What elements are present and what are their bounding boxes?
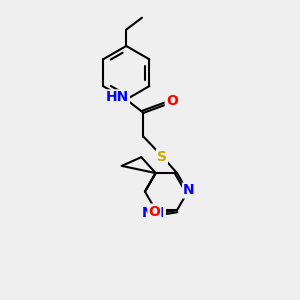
Text: N: N xyxy=(183,183,195,197)
Text: HN: HN xyxy=(106,90,129,104)
Text: O: O xyxy=(166,94,178,108)
Text: S: S xyxy=(157,150,167,164)
Text: NH: NH xyxy=(142,206,165,220)
Text: O: O xyxy=(148,205,160,219)
